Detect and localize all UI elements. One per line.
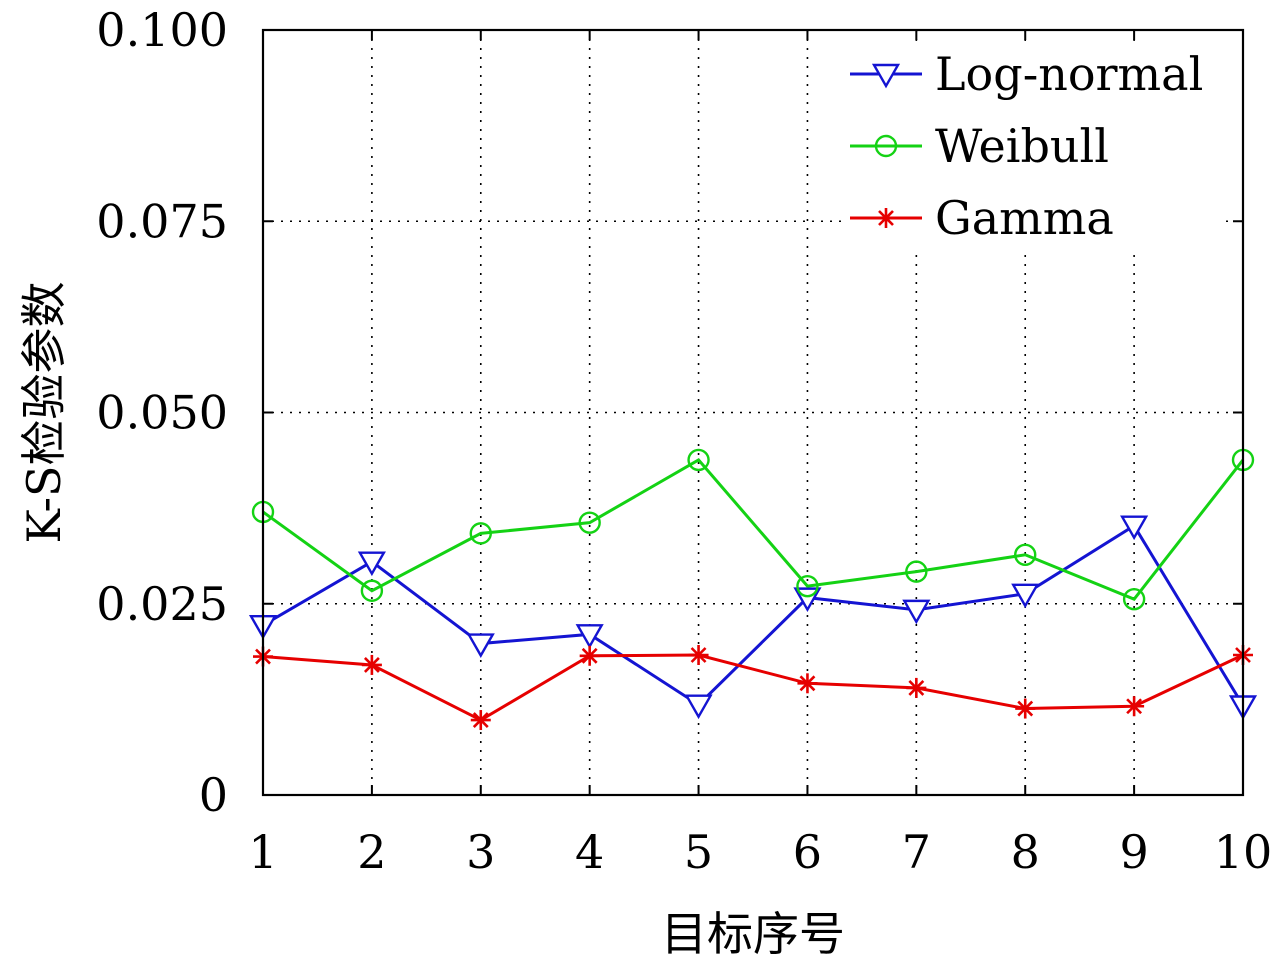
plot-frame	[261, 28, 1245, 797]
x-tick-label: 6	[793, 825, 822, 879]
data-point-gamma	[906, 677, 927, 698]
marker-stroke	[799, 675, 816, 692]
legend-label-log-normal: Log-normal	[935, 47, 1203, 101]
x-tick-label: 4	[575, 825, 604, 879]
marker-stroke	[1017, 700, 1034, 717]
data-point-log-normal	[575, 624, 604, 649]
y-axis-label: K-S检验参数	[17, 281, 71, 543]
x-tick-label: 5	[684, 825, 713, 879]
marker-stroke	[472, 712, 489, 728]
data-point-weibull	[1014, 543, 1037, 566]
x-tick-label: 8	[1011, 825, 1040, 879]
marker-stroke	[581, 647, 598, 664]
x-tick-label: 10	[1214, 825, 1273, 879]
x-axis-label: 目标序号	[661, 907, 845, 961]
series-log-normal	[248, 515, 1258, 720]
data-point-log-normal	[1011, 583, 1040, 609]
legend-marker-weibull	[874, 134, 898, 158]
legend-entry-weibull: Weibull	[850, 119, 1109, 173]
axis-ticks: 1 2 3 4 5 6 7 8 9 10 0 0.025 0.050 0.075 0.100	[96, 3, 1272, 879]
marker-stroke	[878, 210, 894, 226]
data-point-weibull	[796, 574, 819, 598]
data-point-weibull	[578, 511, 601, 534]
data-point-gamma	[579, 645, 600, 666]
marker-stroke	[690, 647, 707, 663]
legend: Log-normal Weibull Gamma	[842, 42, 1220, 254]
y-tick-label: 0	[199, 768, 228, 822]
series-line-log-normal	[262, 523, 1245, 707]
y-tick-label: 0.075	[96, 194, 228, 248]
data-point-weibull	[687, 448, 710, 472]
x-tick-label: 7	[902, 825, 931, 879]
legend-marker-gamma	[876, 208, 896, 228]
data-point-log-normal	[466, 633, 495, 658]
data-point-weibull	[360, 579, 384, 602]
marker-stroke	[363, 657, 380, 673]
data-point-log-normal	[1120, 515, 1149, 541]
data-point-gamma	[688, 645, 709, 666]
data-point-log-normal	[902, 599, 931, 625]
data-point-weibull	[469, 522, 492, 545]
data-point-weibull	[1122, 587, 1146, 611]
x-tick-label: 3	[466, 825, 495, 879]
series-group	[248, 448, 1258, 731]
series-gamma	[253, 645, 1253, 731]
x-tick-label: 2	[357, 825, 386, 879]
marker-stroke	[1126, 698, 1143, 715]
y-tick-label: 0.100	[96, 3, 228, 57]
data-point-log-normal	[357, 551, 386, 577]
y-tick-label: 0.025	[96, 577, 228, 631]
data-point-gamma	[470, 710, 491, 731]
data-point-gamma	[797, 673, 818, 694]
data-point-gamma	[1015, 698, 1036, 719]
legend-entry-gamma: Gamma	[850, 191, 1114, 245]
legend-marker-log-normal	[871, 63, 901, 89]
data-point-log-normal	[684, 694, 713, 720]
legend-label-gamma: Gamma	[935, 191, 1114, 245]
data-point-gamma	[1124, 696, 1145, 717]
data-point-gamma	[361, 654, 382, 675]
series-line-weibull	[262, 458, 1245, 601]
legend-entry-log-normal: Log-normal	[850, 47, 1203, 101]
marker-stroke	[908, 679, 925, 696]
x-tick-label: 1	[248, 825, 277, 879]
x-tick-label: 9	[1119, 825, 1148, 879]
y-tick-label: 0.050	[96, 386, 228, 440]
series-line-gamma	[262, 653, 1244, 722]
data-point-weibull	[905, 560, 928, 583]
legend-label-weibull: Weibull	[935, 119, 1109, 173]
